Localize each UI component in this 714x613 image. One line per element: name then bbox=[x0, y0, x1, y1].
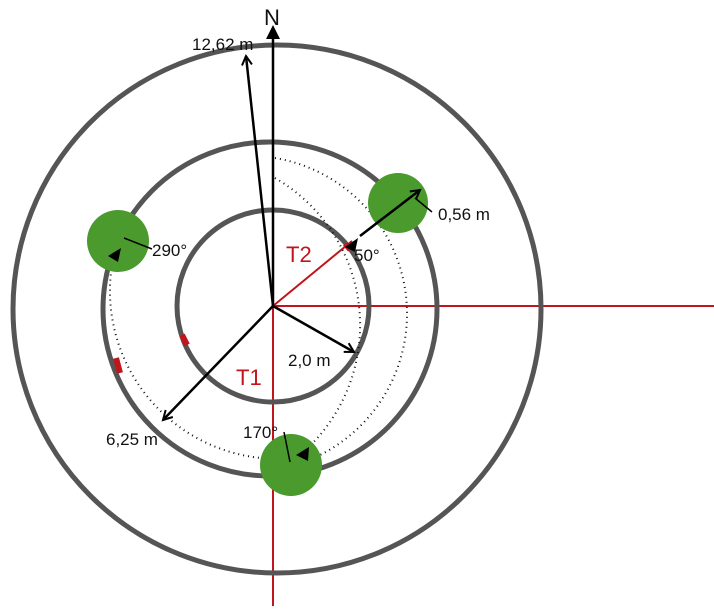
angle-290-marker bbox=[108, 248, 121, 262]
radius-inner-label: 2,0 m bbox=[288, 351, 331, 370]
tree-diameter-tick bbox=[414, 197, 433, 213]
radius-middle-arrow bbox=[163, 305, 274, 420]
angle-290-tick bbox=[123, 237, 153, 250]
transect-t2-label: T2 bbox=[286, 242, 312, 267]
outer-ring bbox=[10, 42, 544, 576]
transect-t1-label: T1 bbox=[236, 365, 262, 390]
angle-170-marker bbox=[296, 447, 309, 461]
angle-50-marker bbox=[345, 238, 358, 252]
angle-170-tick bbox=[283, 431, 291, 463]
angle-170-label: 170° bbox=[243, 423, 278, 442]
transect-t2-line bbox=[272, 240, 353, 307]
tree-170 bbox=[260, 434, 322, 496]
radius-middle-label: 6,25 m bbox=[106, 430, 158, 449]
angle-50-label: 50° bbox=[354, 246, 380, 265]
tree-diameter-label: 0,56 m bbox=[438, 205, 490, 224]
inner-ring-marker bbox=[179, 333, 190, 347]
middle-ring-marker bbox=[113, 357, 123, 374]
angle-290-label: 290° bbox=[152, 241, 187, 260]
north-label: N bbox=[264, 5, 280, 30]
dotted-arc-290-170 bbox=[108, 249, 296, 460]
radius-inner-arrow bbox=[272, 304, 354, 354]
tree-diameter-arrow bbox=[359, 190, 420, 237]
tree-290 bbox=[87, 210, 149, 272]
radius-outer-arrow bbox=[246, 56, 275, 307]
radius-outer-label: 12,62 m bbox=[192, 35, 253, 54]
